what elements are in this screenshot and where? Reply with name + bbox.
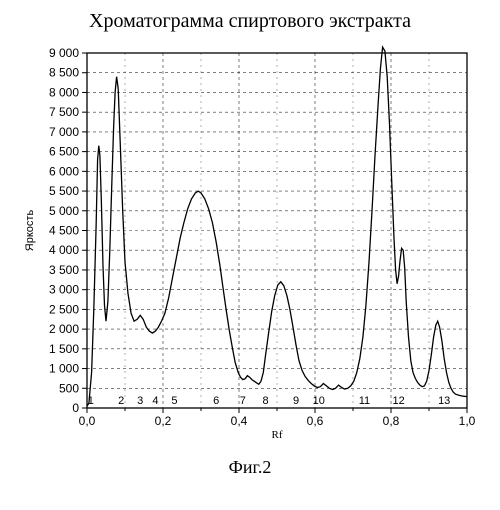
chart-title: Хроматограмма спиртового экстракта (0, 10, 500, 33)
svg-text:2: 2 (118, 395, 124, 407)
svg-text:4: 4 (152, 395, 158, 407)
svg-text:3: 3 (137, 395, 143, 407)
figure-caption: Фиг.2 (0, 457, 500, 478)
svg-text:0,6: 0,6 (307, 414, 324, 428)
svg-text:8 000: 8 000 (49, 85, 79, 99)
svg-text:0,8: 0,8 (383, 414, 400, 428)
svg-text:6 500: 6 500 (49, 145, 79, 159)
svg-text:0: 0 (72, 401, 79, 415)
svg-text:10: 10 (313, 395, 325, 407)
svg-text:2 500: 2 500 (49, 302, 79, 316)
svg-text:6: 6 (213, 395, 219, 407)
svg-text:7 000: 7 000 (49, 125, 79, 139)
svg-text:2 000: 2 000 (49, 322, 79, 336)
svg-text:8 500: 8 500 (49, 66, 79, 80)
svg-text:6 000: 6 000 (49, 164, 79, 178)
svg-text:12: 12 (392, 395, 404, 407)
svg-text:1: 1 (88, 395, 94, 407)
svg-text:4 500: 4 500 (49, 224, 79, 238)
svg-text:8: 8 (263, 395, 269, 407)
svg-text:5 000: 5 000 (49, 204, 79, 218)
svg-text:5: 5 (171, 395, 177, 407)
svg-text:3 000: 3 000 (49, 283, 79, 297)
svg-text:13: 13 (438, 395, 450, 407)
svg-text:9: 9 (293, 395, 299, 407)
chromatogram-chart: 123456789101112130,00,20,40,60,81,0Rf050… (0, 35, 500, 455)
svg-text:0,0: 0,0 (79, 414, 96, 428)
svg-text:Rf: Rf (272, 429, 283, 441)
svg-text:4 000: 4 000 (49, 243, 79, 257)
svg-text:5 500: 5 500 (49, 184, 79, 198)
svg-text:7: 7 (240, 395, 246, 407)
svg-text:11: 11 (359, 395, 370, 407)
svg-text:500: 500 (59, 381, 79, 395)
svg-text:1 500: 1 500 (49, 342, 79, 356)
svg-text:9 000: 9 000 (49, 46, 79, 60)
svg-text:7 500: 7 500 (49, 105, 79, 119)
svg-text:3 500: 3 500 (49, 263, 79, 277)
svg-text:1 000: 1 000 (49, 362, 79, 376)
svg-text:1,0: 1,0 (459, 414, 476, 428)
svg-text:Яркость: Яркость (24, 210, 36, 252)
svg-text:0,2: 0,2 (155, 414, 172, 428)
svg-text:0,4: 0,4 (231, 414, 248, 428)
